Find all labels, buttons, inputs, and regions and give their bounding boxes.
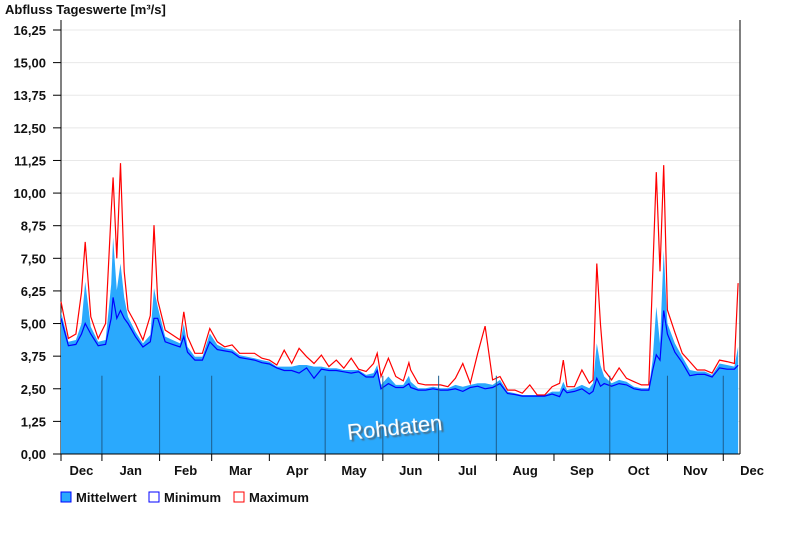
x-tick-label: Apr [286, 463, 308, 478]
y-tick-label: 1,25 [21, 414, 46, 429]
x-tick-label: Mar [229, 463, 252, 478]
chart-title: Abfluss Tageswerte [m³/s] [5, 2, 166, 17]
legend-swatch-maximum [234, 492, 244, 502]
y-tick-label: 0,00 [21, 447, 46, 462]
y-tick-label: 7,50 [21, 251, 46, 266]
legend-swatch-minimum [149, 492, 159, 502]
legend-label-minimum: Minimum [164, 490, 221, 505]
x-tick-label: Aug [512, 463, 537, 478]
x-tick-label: May [341, 463, 367, 478]
legend-swatch-mittelwert [61, 492, 71, 502]
series-layer [61, 163, 738, 454]
y-tick-label: 11,25 [14, 153, 46, 168]
y-axis: 0,00 1,25 2,50 3,75 5,00 6,25 7,50 8,75 10,00 11,… [13, 20, 61, 462]
x-tick-label: Jun [399, 463, 422, 478]
y-tick-label: 10,00 [13, 186, 46, 201]
x-tick-label: Dec [70, 463, 94, 478]
y-tick-label: 3,75 [21, 349, 46, 364]
y-tick-label: 2,50 [21, 382, 46, 397]
x-axis: Dec Jan Feb Mar Apr May Jun Jul Aug Sep Oct Nov Dec [61, 454, 764, 478]
y-tick-label: 12,50 [13, 121, 46, 136]
x-tick-label: Feb [174, 463, 197, 478]
y-tick-label: 8,75 [21, 219, 46, 234]
x-tick-label: Jul [458, 463, 477, 478]
y-tick-label: 16,25 [13, 23, 46, 38]
legend-label-maximum: Maximum [249, 490, 309, 505]
y-tick-label: 5,00 [21, 317, 46, 332]
x-tick-label: Sep [570, 463, 594, 478]
legend: Mittelwert Minimum Maximum [61, 490, 309, 505]
y-tick-label: 13,75 [13, 88, 46, 103]
x-tick-label: Oct [628, 463, 650, 478]
y-tick-label: 15,00 [13, 56, 46, 71]
y-tick-label: 6,25 [21, 284, 46, 299]
x-tick-label: Nov [683, 463, 708, 478]
x-tick-label: Jan [120, 463, 142, 478]
legend-label-mittelwert: Mittelwert [76, 490, 137, 505]
x-tick-label: Dec [740, 463, 764, 478]
